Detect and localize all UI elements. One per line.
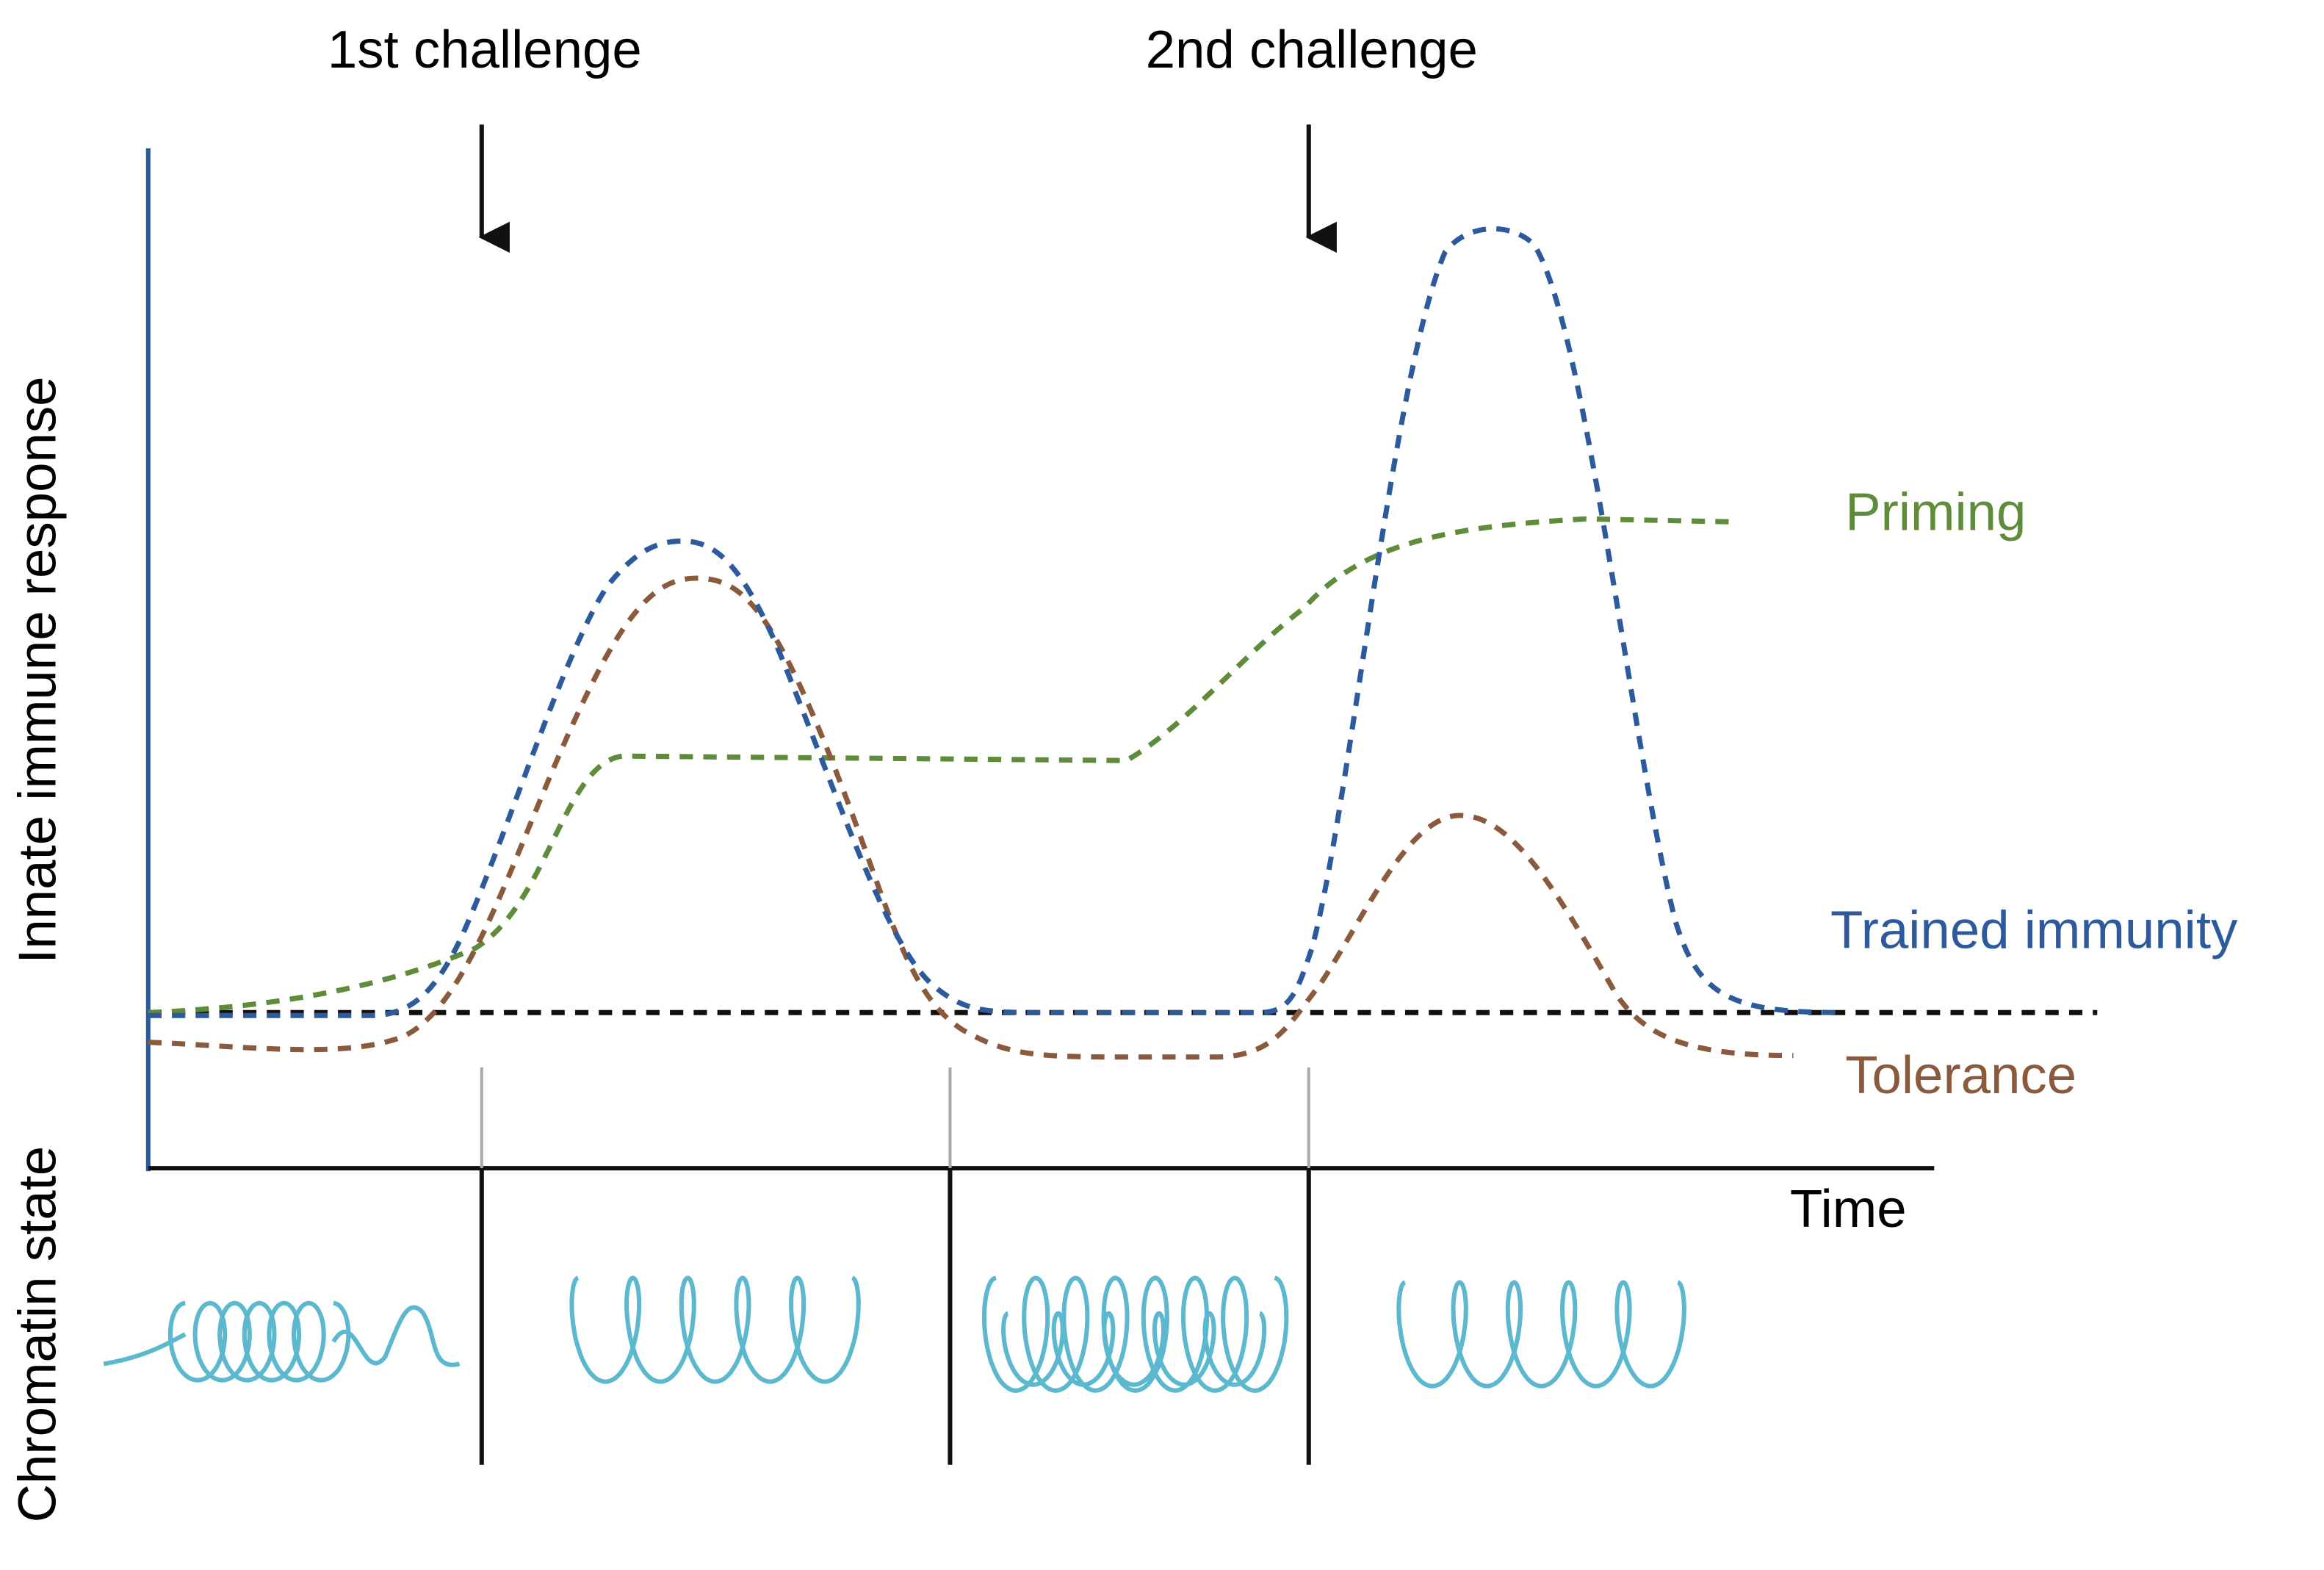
chromatin-open [1396, 1280, 1686, 1389]
chromatin-mixed [982, 1275, 1289, 1393]
trained-immunity-curve [148, 226, 1838, 1018]
priming-curve [148, 516, 1734, 1015]
tolerance-label: Tolerance [1845, 1045, 2076, 1105]
chromatin-drawings [103, 1275, 1686, 1393]
chromatin-label: Chromatin state [8, 1146, 68, 1523]
challenge-label: 1st challenge [328, 20, 642, 79]
chromatin-linker [103, 1332, 187, 1366]
x-axis-label: Time [1790, 1179, 1907, 1239]
challenge-label: 2nd challenge [1146, 20, 1478, 79]
chromatin-open [569, 1275, 861, 1384]
trained-label: Trained immunity [1830, 900, 2238, 959]
chromatin-mixed [1001, 1311, 1267, 1387]
y-axis-label: Innate immune response [8, 376, 68, 963]
chromatin-linker [331, 1305, 461, 1367]
chromatin-coil [167, 1300, 351, 1383]
priming-label: Priming [1845, 482, 2026, 541]
tolerance-curve [148, 575, 1794, 1060]
